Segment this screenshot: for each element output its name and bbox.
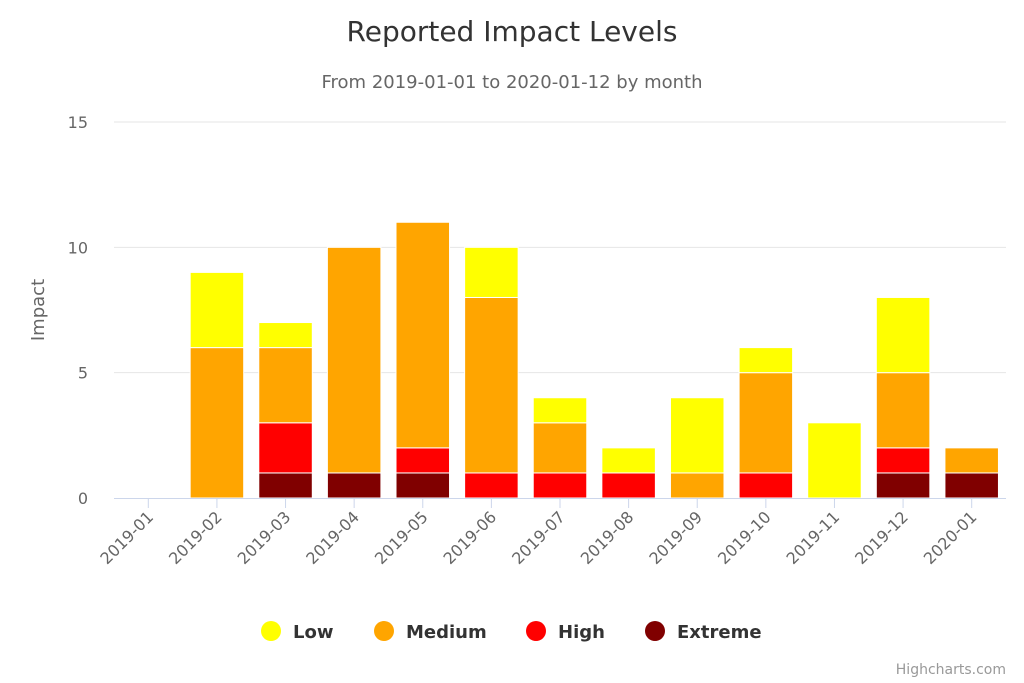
bar-segment-extreme[interactable] (944, 472, 999, 499)
x-tick-label: 2019-01 (96, 507, 157, 568)
y-axis-ticks: 0 5 10 15 (68, 113, 88, 508)
bar-segment-low[interactable] (875, 296, 931, 374)
legend-item-extreme[interactable]: Extreme (645, 621, 762, 643)
bar-segment-low[interactable] (601, 447, 656, 474)
chart-title: Reported Impact Levels (347, 15, 678, 48)
y-axis-label: Impact (28, 279, 49, 341)
bar-segment-low[interactable] (258, 322, 313, 349)
bar-segment-high[interactable] (395, 447, 451, 474)
x-tick-label: 2019-05 (371, 507, 432, 568)
x-tick-label: 2019-03 (234, 507, 295, 568)
bar-segment-low[interactable] (738, 347, 794, 374)
bar-segment-medium[interactable] (738, 372, 794, 474)
bar-segment-low[interactable] (532, 397, 588, 424)
legend-label: Extreme (677, 622, 762, 643)
y-tick-label: 5 (78, 364, 88, 383)
bar-segment-high[interactable] (875, 447, 931, 474)
legend-marker (526, 621, 546, 641)
legend-marker (645, 621, 665, 641)
bar-segment-low[interactable] (807, 422, 862, 499)
x-axis-ticks: 2019-01 2019-02 2019-03 2019-04 2019-05 2019-… (96, 498, 981, 568)
legend-item-low[interactable]: Low (261, 621, 333, 643)
bar-segment-extreme[interactable] (395, 472, 451, 499)
x-tick-label: 2019-12 (851, 507, 912, 568)
bar-segment-high[interactable] (258, 422, 313, 474)
bar-segment-high[interactable] (738, 472, 794, 499)
y-tick-label: 15 (68, 113, 88, 132)
bar-segment-medium[interactable] (669, 472, 725, 499)
legend-item-medium[interactable]: Medium (374, 621, 487, 643)
bar-segment-high[interactable] (532, 472, 588, 499)
legend-label: Low (293, 622, 333, 643)
bar-segment-low[interactable] (189, 271, 245, 349)
y-tick-label: 0 (78, 489, 88, 508)
bar-segment-medium[interactable] (189, 347, 245, 499)
legend-marker (261, 621, 281, 641)
plot-bars (189, 221, 999, 499)
legend-item-high[interactable]: High (526, 621, 605, 643)
bar-segment-medium[interactable] (464, 296, 519, 474)
bar-segment-medium[interactable] (532, 422, 588, 474)
bar-segment-high[interactable] (601, 472, 656, 499)
chart-subtitle: From 2019-01-01 to 2020-01-12 by month (322, 72, 703, 93)
bar-segment-medium[interactable] (326, 246, 382, 474)
bar-segment-low[interactable] (464, 246, 519, 298)
gridlines (114, 121, 1006, 374)
x-tick-label: 2019-02 (165, 507, 226, 568)
bar-segment-medium[interactable] (258, 347, 313, 424)
x-tick-label: 2020-01 (920, 507, 981, 568)
legend-label: High (558, 622, 605, 643)
y-tick-label: 10 (68, 238, 88, 257)
bar-segment-extreme[interactable] (258, 472, 313, 499)
x-tick-label: 2019-11 (783, 507, 844, 568)
legend-marker (374, 621, 394, 641)
credits-link[interactable]: Highcharts.com (896, 662, 1006, 678)
x-tick-label: 2019-10 (714, 507, 775, 568)
x-tick-label: 2019-07 (508, 507, 569, 568)
legend-label: Medium (406, 622, 487, 643)
x-tick-label: 2019-08 (577, 507, 638, 568)
bar-segment-high[interactable] (464, 472, 519, 499)
bar-segment-medium[interactable] (395, 221, 451, 449)
bar-segment-low[interactable] (669, 397, 725, 474)
bar-segment-medium[interactable] (944, 447, 999, 474)
x-tick-label: 2019-09 (645, 507, 706, 568)
legend: Low Medium High Extreme (261, 621, 762, 643)
bar-segment-medium[interactable] (875, 372, 931, 449)
x-tick-label: 2019-04 (302, 507, 363, 568)
x-tick-label: 2019-06 (440, 507, 501, 568)
bar-segment-extreme[interactable] (875, 472, 931, 499)
bar-segment-extreme[interactable] (326, 472, 382, 499)
